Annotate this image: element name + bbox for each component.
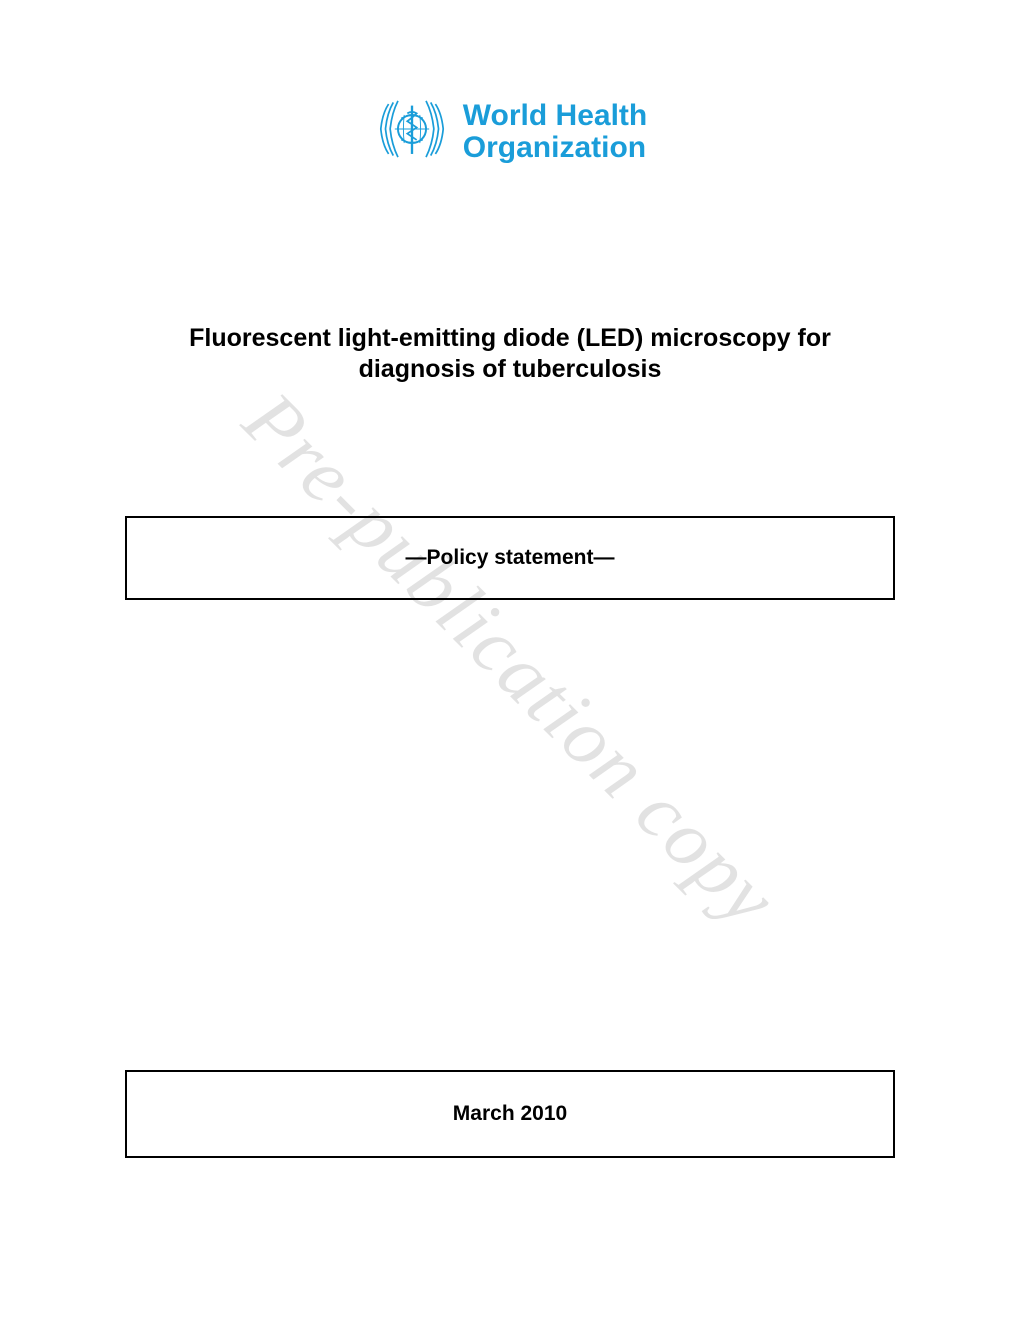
who-logo: World Health Organization xyxy=(373,90,647,173)
subtitle-box: —Policy statement— xyxy=(125,516,895,600)
content: World Health Organization Fluorescent li… xyxy=(120,90,900,1158)
subtitle-text: —Policy statement— xyxy=(406,546,615,569)
org-name-line1: World Health xyxy=(463,100,647,132)
page: Pre-publication copy xyxy=(0,0,1020,1320)
date-text: March 2010 xyxy=(453,1102,567,1125)
date-box: March 2010 xyxy=(125,1070,895,1158)
document-title: Fluorescent light-emitting diode (LED) m… xyxy=(130,323,890,386)
org-name-line2: Organization xyxy=(463,132,647,164)
who-logo-text: World Health Organization xyxy=(463,100,647,163)
logo-container: World Health Organization xyxy=(120,90,900,173)
who-emblem-icon xyxy=(373,90,451,173)
